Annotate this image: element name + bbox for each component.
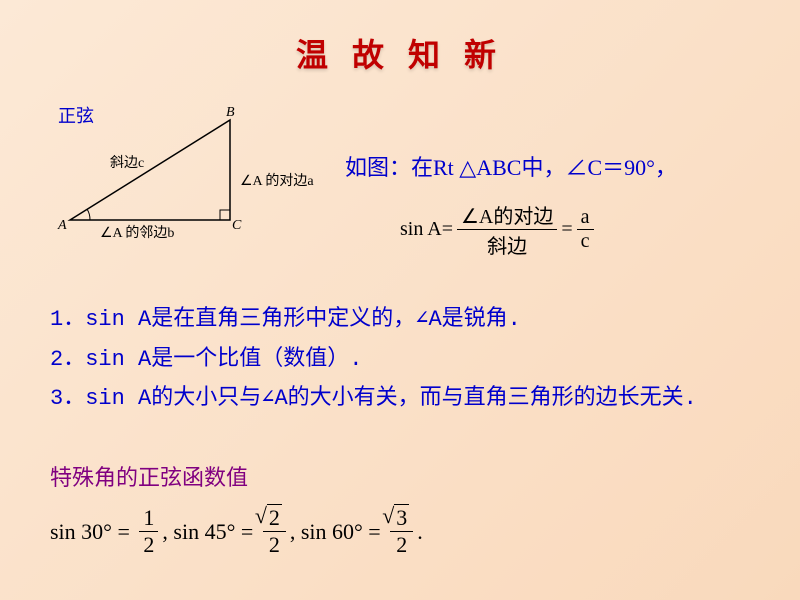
equals-sin30: = [112,519,135,545]
sin45-lhs: sin 45° [173,519,235,545]
triangle-shape [70,120,230,220]
point-1: 1．sin A是在直角三角形中定义的，∠A是锐角. [50,300,780,340]
adjacent-label: ∠A 的邻边b [100,222,174,242]
sin45-den: 2 [263,532,286,558]
equals-1: = [442,218,453,241]
rt-triangle-text: 如图：在Rt △ABC中，∠C＝90°， [345,150,677,182]
angle-arc [87,209,90,220]
hypotenuse-label: 斜边c [110,152,144,172]
sin30-num: 1 [139,505,158,532]
vertex-A: A [58,218,67,234]
special-angles-formula: sin 30° = 1 2 , sin 45° = 2 2 , sin 60° … [50,505,423,558]
sin45-num: 2 [263,505,286,532]
denominator-words: 斜边 [457,230,557,259]
point-3: 3．sin A的大小只与∠A的大小有关，而与直角三角形的边长无关. [50,379,780,419]
frac-sin45: 2 2 [263,505,286,558]
right-angle-mark [220,210,230,220]
numerator-a: a [577,206,594,230]
fraction-letters: a c [577,206,594,253]
sin30-den: 2 [139,532,158,558]
bullet-points: 1．sin A是在直角三角形中定义的，∠A是锐角. 2．sin A是一个比值（数… [50,300,780,419]
triangle-diagram: B A C 斜边c ∠A 的对边a ∠A 的邻边b [60,110,320,260]
page-title: 温 故 知 新 [0,0,800,76]
sine-formula: sin A = ∠A的对边 斜边 = a c [400,200,598,259]
comma-2: , [290,519,301,545]
frac-sin60: 3 2 [390,505,413,558]
vertex-B: B [226,105,235,121]
frac-sin30: 1 2 [139,505,158,558]
point-2: 2．sin A是一个比值（数值）. [50,340,780,380]
equals-2: = [561,218,572,241]
sinA-lhs: sin A [400,218,442,241]
fraction-words: ∠A的对边 斜边 [457,200,557,259]
denominator-c: c [577,230,594,253]
comma-1: , [162,519,173,545]
vertex-C: C [232,218,241,234]
period: . [417,519,423,545]
sin60-den: 2 [390,532,413,558]
sin30-lhs: sin 30° [50,519,112,545]
special-angles-title: 特殊角的正弦函数值 [50,460,248,492]
sin60-lhs: sin 60° [301,519,363,545]
numerator-words: ∠A的对边 [457,200,557,230]
opposite-label: ∠A 的对边a [240,170,314,190]
sin60-num: 3 [390,505,413,532]
